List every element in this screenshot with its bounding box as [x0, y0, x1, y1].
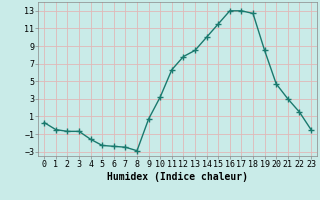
X-axis label: Humidex (Indice chaleur): Humidex (Indice chaleur) — [107, 172, 248, 182]
